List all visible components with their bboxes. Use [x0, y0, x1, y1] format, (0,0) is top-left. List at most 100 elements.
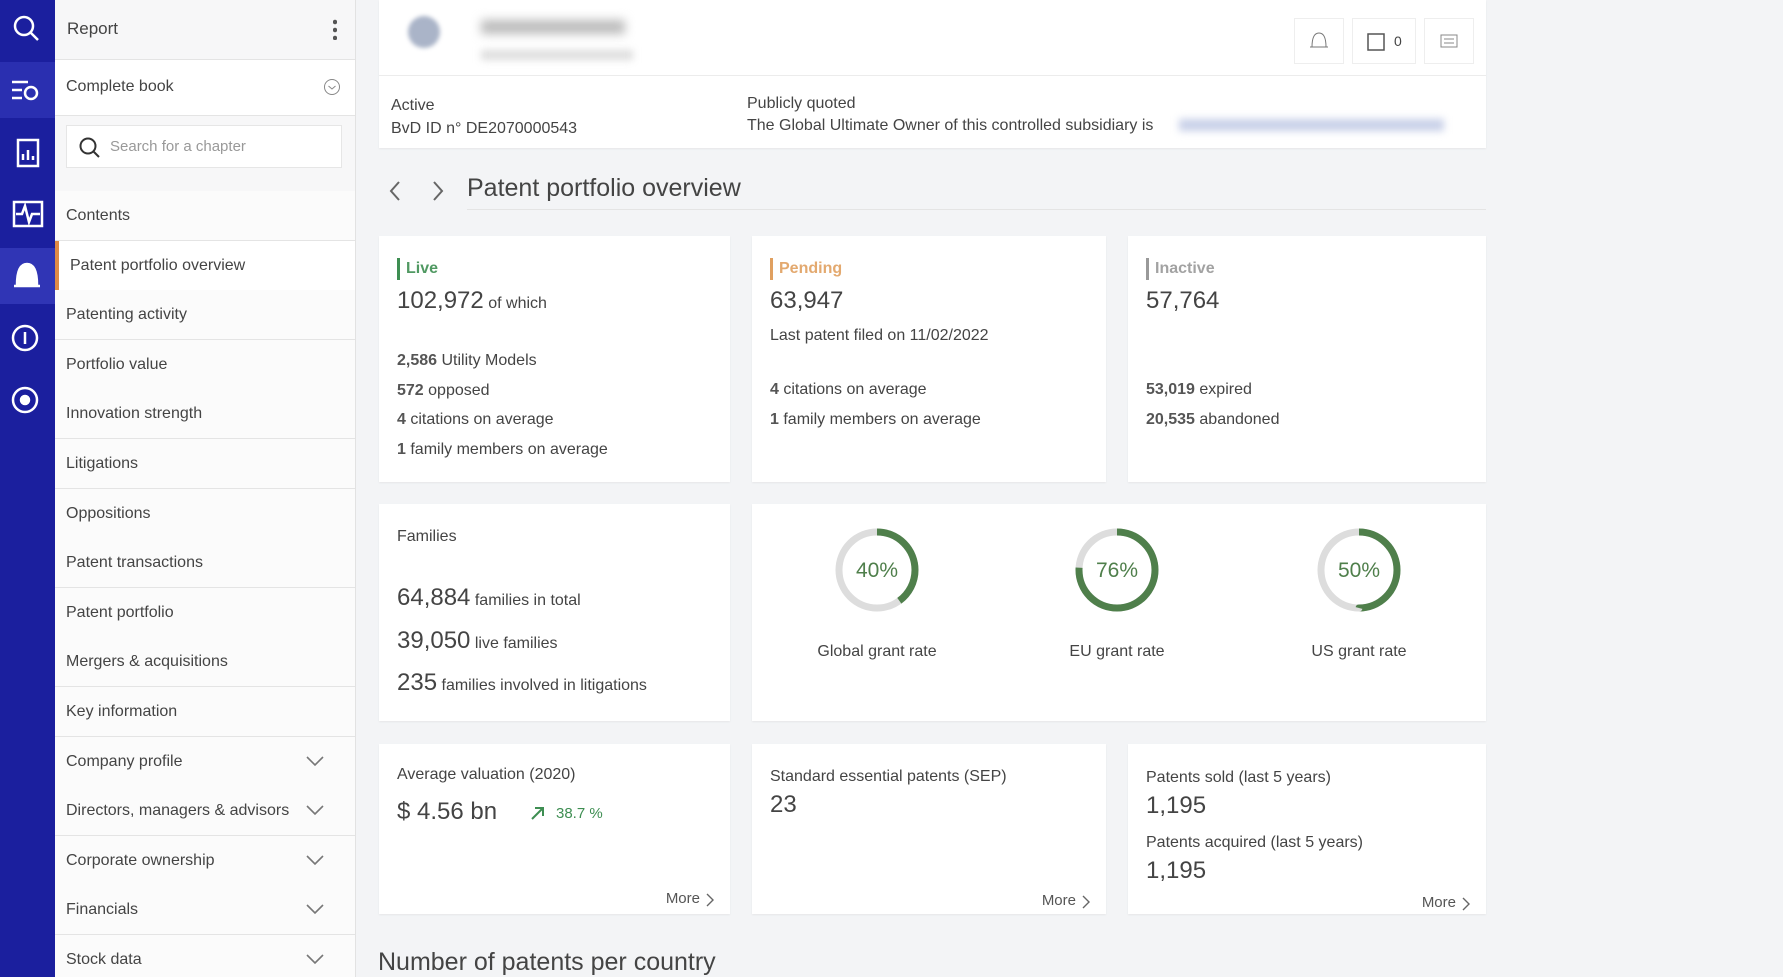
status-card: Live 102,972 of which 2,586 Utility Models… — [379, 236, 730, 482]
book-label: Complete book — [66, 78, 174, 95]
book-toggle — [324, 79, 340, 95]
chevron — [306, 756, 324, 766]
status-item: 4 citations on average — [397, 411, 554, 429]
chapter-label: Stock data — [66, 951, 142, 968]
item-label: citations on average — [783, 381, 927, 398]
item-label: abandoned — [1199, 410, 1280, 428]
family-value: 64,884 — [397, 584, 471, 611]
chapter-row[interactable]: Financials — [55, 885, 355, 936]
chapter-row[interactable]: Oppositions — [55, 488, 355, 539]
item-label: citations on average — [410, 411, 554, 428]
trend-up-icon — [531, 807, 544, 820]
more-link[interactable]: More — [1421, 894, 1456, 911]
item-value: 20,535 — [1146, 410, 1195, 428]
status-note: Last patent filed on 11/02/2022 — [770, 327, 989, 344]
company-status: Active — [391, 97, 435, 114]
status-bar — [1146, 258, 1149, 280]
valuation-card: Average valuation (2020) $ 4.56 bn 38.7 … — [379, 744, 730, 914]
chapter-row[interactable]: Portfolio value — [55, 339, 355, 390]
donut-value-label: 40% — [856, 559, 898, 582]
family-label: families involved in litigations — [441, 677, 647, 694]
panel-title: Report — [67, 19, 119, 38]
chapter-row[interactable]: Key information — [55, 687, 355, 737]
chevron — [706, 893, 714, 907]
chapter-row[interactable]: Directors, managers & advisors — [55, 786, 355, 837]
company-name-blurred — [481, 20, 625, 34]
more-chevron — [706, 893, 714, 907]
item-value: 4 — [397, 411, 406, 428]
prev-chapter[interactable] — [389, 181, 400, 201]
chapter-label: Innovation strength — [66, 405, 203, 423]
chapter-row[interactable]: Litigations — [55, 439, 355, 489]
item-value: 1 — [770, 410, 779, 428]
chapter-row[interactable]: Patent portfolio overview — [55, 240, 355, 291]
chevron — [306, 954, 324, 965]
family-label: live families — [474, 634, 558, 652]
status-total: 102,972 of which — [397, 287, 547, 315]
sep-value: 23 — [770, 791, 797, 818]
chapter-row[interactable]: Contents — [55, 191, 355, 241]
chapter-row[interactable]: Stock data — [55, 935, 355, 977]
item-value: 2,586 — [397, 352, 438, 369]
list-button[interactable] — [1424, 18, 1474, 64]
more-link[interactable]: More — [1041, 892, 1076, 909]
total-note: of which — [488, 295, 547, 312]
chapter-label: Directors, managers & advisors — [66, 802, 290, 820]
chapter-label: Oppositions — [66, 504, 151, 522]
chapter-label: Portfolio value — [66, 355, 168, 373]
item-value: 53,019 — [1146, 381, 1195, 398]
chapter-label: Patent portfolio — [66, 603, 174, 621]
item-label: expired — [1199, 381, 1252, 398]
donut-arc — [1317, 528, 1401, 612]
expand-chevron — [306, 805, 324, 816]
item-label: Utility Models — [441, 352, 537, 369]
item-label: family members on average — [783, 410, 981, 428]
status-total: 57,764 — [1146, 287, 1219, 315]
alerts-button[interactable] — [1294, 18, 1344, 64]
chapter-row[interactable]: Patent transactions — [55, 538, 355, 589]
donut-value-label: 76% — [1096, 559, 1138, 582]
chapter-row[interactable]: Patent portfolio — [55, 587, 355, 638]
bottom-section-title: Number of patents per country — [378, 948, 716, 976]
status-card: Inactive 57,764 53,019 expired 20,535 aband… — [1128, 236, 1486, 482]
status-item: 53,019 expired — [1146, 381, 1252, 399]
more-chevron — [1082, 895, 1090, 909]
chevron — [306, 855, 324, 865]
chapter-label: Patent portfolio overview — [70, 256, 246, 274]
chapter-search[interactable]: Search for a chapter — [66, 125, 342, 168]
status-bar — [397, 258, 400, 280]
status-label: Inactive — [1155, 260, 1215, 277]
selection-button[interactable]: 0 — [1352, 18, 1416, 64]
item-value: 4 — [770, 381, 779, 398]
total-value: 102,972 — [397, 287, 484, 314]
selection-count: 0 — [1394, 33, 1402, 49]
book-row[interactable]: Complete book — [55, 59, 355, 116]
transaction-value: 1,195 — [1146, 857, 1207, 884]
chapter-row[interactable]: Company profile — [55, 736, 355, 787]
grant-rate-donuts: 40% Global grant rate 76% EU grant rate 50% U… — [817, 528, 1407, 660]
next-chapter[interactable] — [433, 181, 444, 201]
donut-caption: Global grant rate — [817, 643, 936, 660]
chapter-row[interactable]: Innovation strength — [55, 389, 355, 440]
more-link[interactable]: More — [665, 890, 700, 907]
more-chevron — [1462, 897, 1470, 911]
header-divider — [379, 75, 1486, 76]
icon-bar — [0, 0, 55, 977]
donut-arc — [835, 528, 919, 612]
chapter-row[interactable]: Corporate ownership — [55, 835, 355, 886]
menu-dots[interactable] — [333, 18, 337, 40]
donut-value-label: 50% — [1338, 559, 1380, 582]
chapter-row[interactable]: Patenting activity — [55, 290, 355, 341]
chapter-row[interactable]: Mergers & acquisitions — [55, 637, 355, 688]
expand-chevron — [306, 954, 324, 965]
chevron — [306, 904, 324, 915]
transactions-card: More Patents sold (last 5 years) 1,195 Pat… — [1128, 744, 1486, 914]
transaction-value: 1,195 — [1146, 792, 1207, 819]
sep-title: Standard essential patents (SEP) — [770, 768, 1007, 785]
family-row: 39,050 live families — [397, 627, 558, 655]
item-label: opposed — [428, 381, 490, 399]
status-item: 572 opposed — [397, 382, 490, 400]
icon-set — [0, 15, 55, 414]
valuation-change: 38.7 % — [556, 805, 603, 822]
